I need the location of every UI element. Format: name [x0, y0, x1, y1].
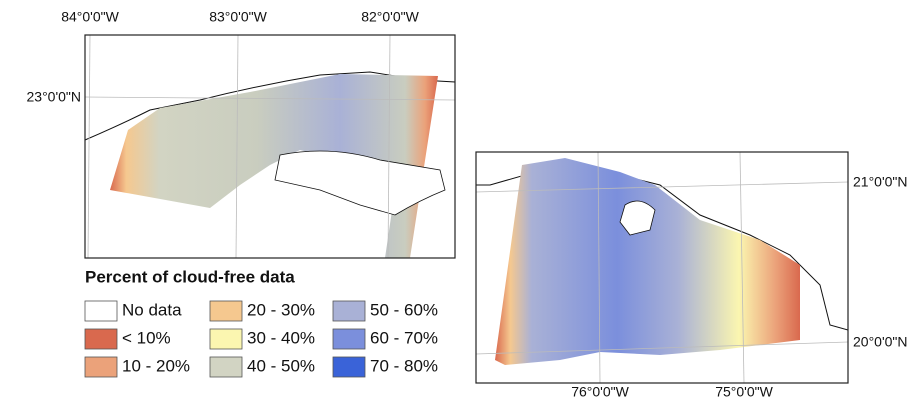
lon-label: 83°0'0"W: [209, 9, 267, 25]
legend-title: Percent of cloud-free data: [85, 267, 295, 286]
legend-swatch: [85, 301, 117, 321]
map-east: 76°0'0"W 75°0'0"W 21°0'0"N 20°0'0"N: [476, 152, 908, 400]
legend-swatch: [333, 301, 365, 321]
legend-swatch: [333, 329, 365, 349]
legend-label: No data: [122, 300, 182, 319]
legend-label: 20 - 30%: [247, 300, 315, 319]
lon-label: 84°0'0"W: [61, 9, 119, 25]
legend-label: 70 - 80%: [370, 356, 438, 375]
legend-swatch: [85, 329, 117, 349]
legend-label: 30 - 40%: [247, 328, 315, 347]
lon-label: 82°0'0"W: [361, 9, 419, 25]
legend-swatch: [210, 329, 242, 349]
legend-swatch: [85, 357, 117, 377]
legend-label: < 10%: [122, 328, 171, 347]
legend-swatch: [333, 357, 365, 377]
legend: Percent of cloud-free data No data < 10% 1…: [85, 267, 438, 377]
map-west: 84°0'0"W 83°0'0"W 82°0'0"W 23°0'0"N: [27, 9, 456, 258]
lat-label: 20°0'0"N: [853, 334, 908, 350]
lon-label: 75°0'0"W: [715, 384, 773, 400]
legend-swatch: [210, 301, 242, 321]
legend-label: 10 - 20%: [122, 356, 190, 375]
legend-label: 40 - 50%: [247, 356, 315, 375]
legend-swatch: [210, 357, 242, 377]
lon-label: 76°0'0"W: [571, 384, 629, 400]
legend-label: 60 - 70%: [370, 328, 438, 347]
legend-label: 50 - 60%: [370, 300, 438, 319]
lat-label: 23°0'0"N: [27, 89, 82, 105]
figure: 84°0'0"W 83°0'0"W 82°0'0"W 23°0'0"N 76°0…: [0, 0, 919, 401]
lat-label: 21°0'0"N: [853, 174, 908, 190]
